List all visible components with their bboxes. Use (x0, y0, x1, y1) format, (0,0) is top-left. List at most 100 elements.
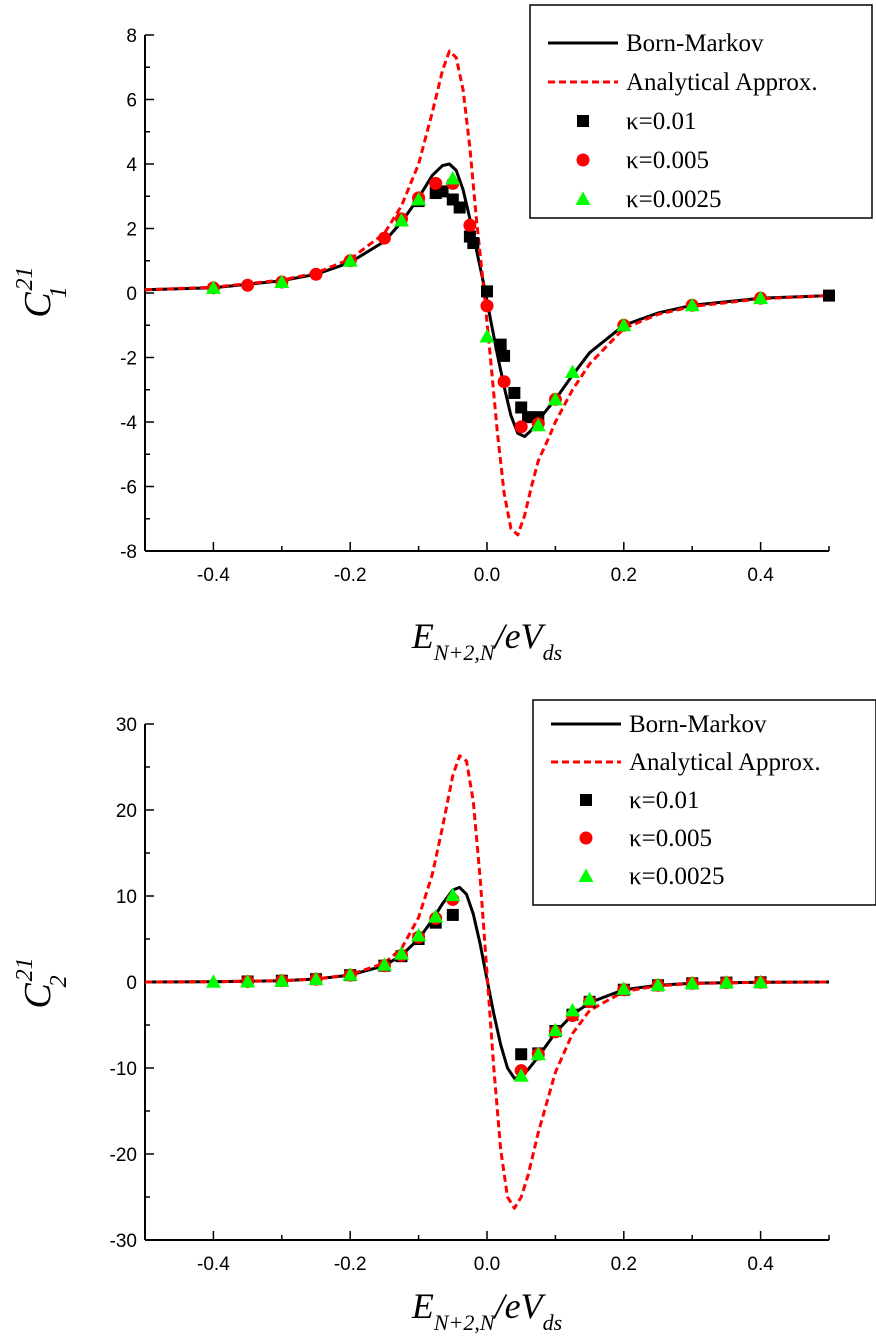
legend-label: κ=0.005 (626, 147, 709, 174)
data-point-circle (309, 267, 323, 281)
x-tick-label: 0.4 (747, 1254, 774, 1275)
legend-box (529, 4, 873, 219)
x-tick-label: 0.4 (747, 565, 774, 586)
data-point-triangle (565, 364, 580, 379)
legend-label: κ=0.005 (629, 825, 712, 852)
data-point-triangle (616, 317, 632, 332)
data-point-triangle (650, 977, 666, 992)
x-tick-label: -0.4 (197, 565, 230, 586)
legend-label: Born-Markov (629, 711, 767, 738)
data-point-triangle (308, 971, 324, 985)
y-tick-label: 0 (126, 973, 137, 994)
data-point-circle (377, 231, 391, 245)
x-axis-label-mid: /eV (493, 616, 547, 656)
data-point-triangle (274, 274, 290, 289)
y-tick-label: -20 (110, 1145, 137, 1166)
legend-label: Born-Markov (626, 30, 764, 57)
y-axis-label: C21 1 (12, 268, 72, 318)
data-point-square (823, 289, 835, 302)
data-point-circle (514, 420, 528, 434)
chart-panel-2: -0.4 -0.2 0.0 0.2 0.4 -30 -20 -10 0 10 20 30 Born-Ma… (12, 699, 876, 1335)
data-point-triangle (547, 1022, 563, 1037)
data-point-triangle (376, 957, 392, 971)
y-axis-label-sup: 21 (12, 957, 38, 981)
data-point-triangle (684, 975, 700, 990)
data-point-triangle (582, 991, 598, 1006)
legend-label: Analytical Approx. (626, 69, 818, 96)
data-point-triangle (684, 297, 700, 312)
data-point-square (515, 401, 528, 414)
data-point-triangle (547, 391, 563, 406)
y-tick-label: 2 (126, 220, 137, 241)
x-axis-label: EN+2,N/eVds (411, 616, 562, 665)
y-axis-label-sub: 1 (46, 286, 72, 298)
y-tick-label: 30 (116, 715, 137, 736)
x-tick-label: 0.2 (611, 565, 637, 586)
data-point-circle (480, 299, 494, 313)
y-axis-label-sub: 2 (46, 975, 72, 987)
data-point-triangle (274, 973, 290, 987)
x-tick-label: -0.2 (334, 565, 367, 586)
data-point-triangle (753, 974, 769, 989)
data-point-triangle (565, 1002, 580, 1017)
legend: Born-Markov Analytical Approx. κ=0.01 κ=0.0… (532, 699, 876, 906)
x-axis-label-sub2: ds (543, 1310, 563, 1335)
legend-swatch-triangle (578, 868, 594, 882)
legend-label: κ=0.01 (629, 787, 699, 814)
y-tick-label: 4 (126, 155, 137, 176)
x-tick-label: 0.0 (474, 565, 500, 586)
legend-label: Analytical Approx. (629, 749, 821, 776)
y-axis-label-main: C (17, 292, 59, 318)
legend-swatch-circle (576, 153, 590, 167)
data-point-circle (497, 375, 511, 389)
data-point-triangle (240, 973, 256, 988)
data-point-triangle (513, 1068, 529, 1082)
data-point-triangle (411, 191, 427, 206)
x-axis-label-sub2: ds (543, 640, 563, 665)
x-tick-label: 0.2 (611, 1254, 637, 1275)
data-point-triangle (411, 928, 427, 942)
data-point-triangle (428, 909, 444, 923)
data-point-triangle (205, 974, 221, 988)
data-point-circle (241, 278, 255, 292)
analytical-approx-curve (145, 754, 829, 1210)
data-point-square (453, 201, 466, 214)
data-point-triangle (445, 171, 461, 185)
x-tick-label: -0.2 (334, 1254, 367, 1275)
data-point-square (508, 386, 521, 399)
data-point-square (522, 411, 535, 424)
legend-label: κ=0.0025 (626, 186, 721, 213)
data-point-circle (463, 218, 477, 232)
data-point-triangle (753, 290, 769, 305)
data-point-square (515, 1048, 528, 1061)
y-tick-label: -30 (110, 1231, 137, 1252)
data-point-circle (429, 176, 443, 190)
x-axis-label: EN+2,N/eVds (411, 1286, 562, 1335)
data-point-triangle (342, 253, 358, 267)
y-axis-label-main: C (17, 983, 59, 1009)
legend-label: κ=0.0025 (629, 863, 724, 890)
legend-label: κ=0.01 (626, 108, 696, 135)
data-point-triangle (342, 967, 358, 981)
analytical-approx-curve (145, 49, 829, 537)
y-tick-label: 6 (126, 91, 137, 112)
x-axis-label-main: E (411, 1286, 434, 1326)
x-axis-label-main: E (411, 616, 434, 656)
data-point-triangle (394, 212, 409, 227)
legend-swatch-triangle (575, 191, 591, 205)
y-axis-label-sup: 21 (12, 268, 38, 290)
x-tick-label: -0.4 (197, 1254, 230, 1275)
data-point-triangle (616, 981, 632, 995)
x-axis-label-mid: /eV (493, 1286, 547, 1326)
data-point-triangle (205, 280, 221, 294)
y-tick-label: -2 (120, 349, 137, 370)
y-tick-label: 0 (126, 284, 137, 305)
y-tick-label: 8 (126, 26, 137, 47)
data-point-square (467, 237, 480, 250)
y-tick-label: -6 (120, 478, 137, 499)
plot-area (145, 49, 829, 537)
legend: Born-Markov Analytical Approx. κ=0.01 κ=0.0… (529, 4, 873, 219)
data-point-triangle (530, 417, 546, 432)
data-point-triangle (530, 1046, 546, 1061)
x-axis-label-sub1: N+2,N (433, 1310, 496, 1335)
